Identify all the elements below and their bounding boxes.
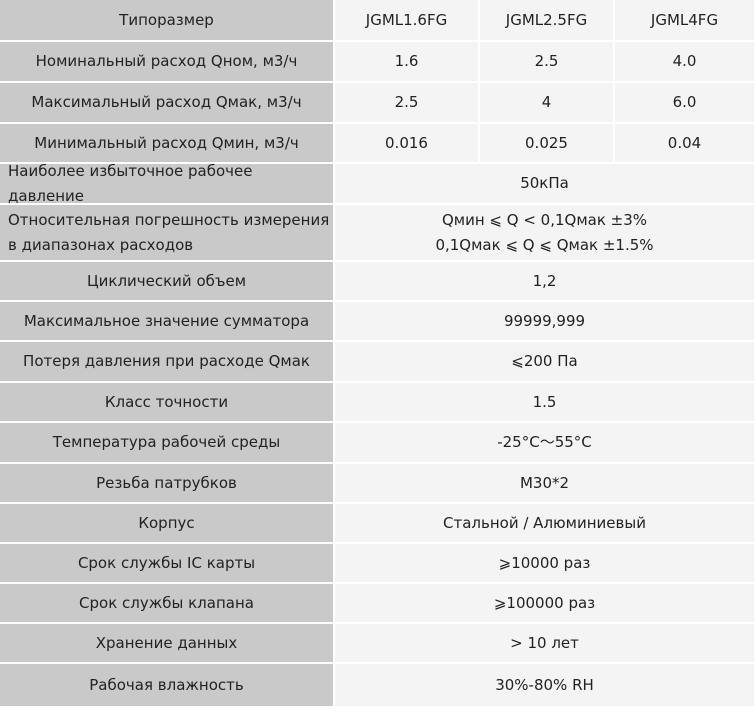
row-label: Хранение данных <box>0 624 335 664</box>
header-cell: JGML4FG <box>615 0 756 42</box>
row-label: Потеря давления при расходе Qмак <box>0 342 335 383</box>
row-value: ⩾10000 раз <box>335 544 756 584</box>
row-value: M30*2 <box>335 464 756 504</box>
row-value: Qмин ⩽ Q < 0,1Qмак ±3% 0,1Qмак ⩽ Q ⩽ Qмак… <box>335 205 756 262</box>
row-value: ⩽200 Па <box>335 342 756 383</box>
row-value: 50кПа <box>335 164 756 205</box>
header-cell: JGML1.6FG <box>335 0 480 42</box>
row-value: Стальной / Алюминиевый <box>335 504 756 544</box>
row-value: 4 <box>480 83 615 124</box>
row-label: Номинальный расход Qном, м3/ч <box>0 42 335 83</box>
row-label: Корпус <box>0 504 335 544</box>
row-label: Относительная погрешность измерения в диа… <box>0 205 335 262</box>
row-label: Срок службы IC карты <box>0 544 335 584</box>
row-value: 0.016 <box>335 124 480 164</box>
row-label: Класс точности <box>0 383 335 423</box>
row-value: 4.0 <box>615 42 756 83</box>
row-value: 99999,999 <box>335 302 756 342</box>
row-value: 0.025 <box>480 124 615 164</box>
row-label: Срок службы клапана <box>0 584 335 624</box>
cell-line: 0,1Qмак ⩽ Q ⩽ Qмак ±1.5% <box>435 235 654 254</box>
cell-line: в диапазонах расходов <box>8 235 194 254</box>
row-value: 1.6 <box>335 42 480 83</box>
cell-line: Относительная погрешность измерения <box>8 210 330 229</box>
row-value: > 10 лет <box>335 624 756 664</box>
header-label: Типоразмер <box>0 0 335 42</box>
row-label: Максимальное значение сумматора <box>0 302 335 342</box>
row-value: 2.5 <box>480 42 615 83</box>
row-value: ⩾100000 раз <box>335 584 756 624</box>
row-value: 1.5 <box>335 383 756 423</box>
cell-line: Qмин ⩽ Q < 0,1Qмак ±3% <box>441 210 648 229</box>
row-label: Рабочая влажность <box>0 664 335 708</box>
row-label: Максимальный расход Qмак, м3/ч <box>0 83 335 124</box>
row-label: Резьба патрубков <box>0 464 335 504</box>
row-value: 6.0 <box>615 83 756 124</box>
row-label: Наиболее избыточное рабочее давление <box>0 162 335 205</box>
row-label: Минимальный расход Qмин, м3/ч <box>0 124 335 164</box>
row-value: 30%-80% RH <box>335 664 756 708</box>
row-value: -25°C～55°C <box>335 423 756 464</box>
row-value: 0.04 <box>615 124 756 164</box>
header-cell: JGML2.5FG <box>480 0 615 42</box>
row-value: 2.5 <box>335 83 480 124</box>
row-label: Циклический объем <box>0 262 335 302</box>
row-label: Температура рабочей среды <box>0 423 335 464</box>
row-value: 1,2 <box>335 262 756 302</box>
